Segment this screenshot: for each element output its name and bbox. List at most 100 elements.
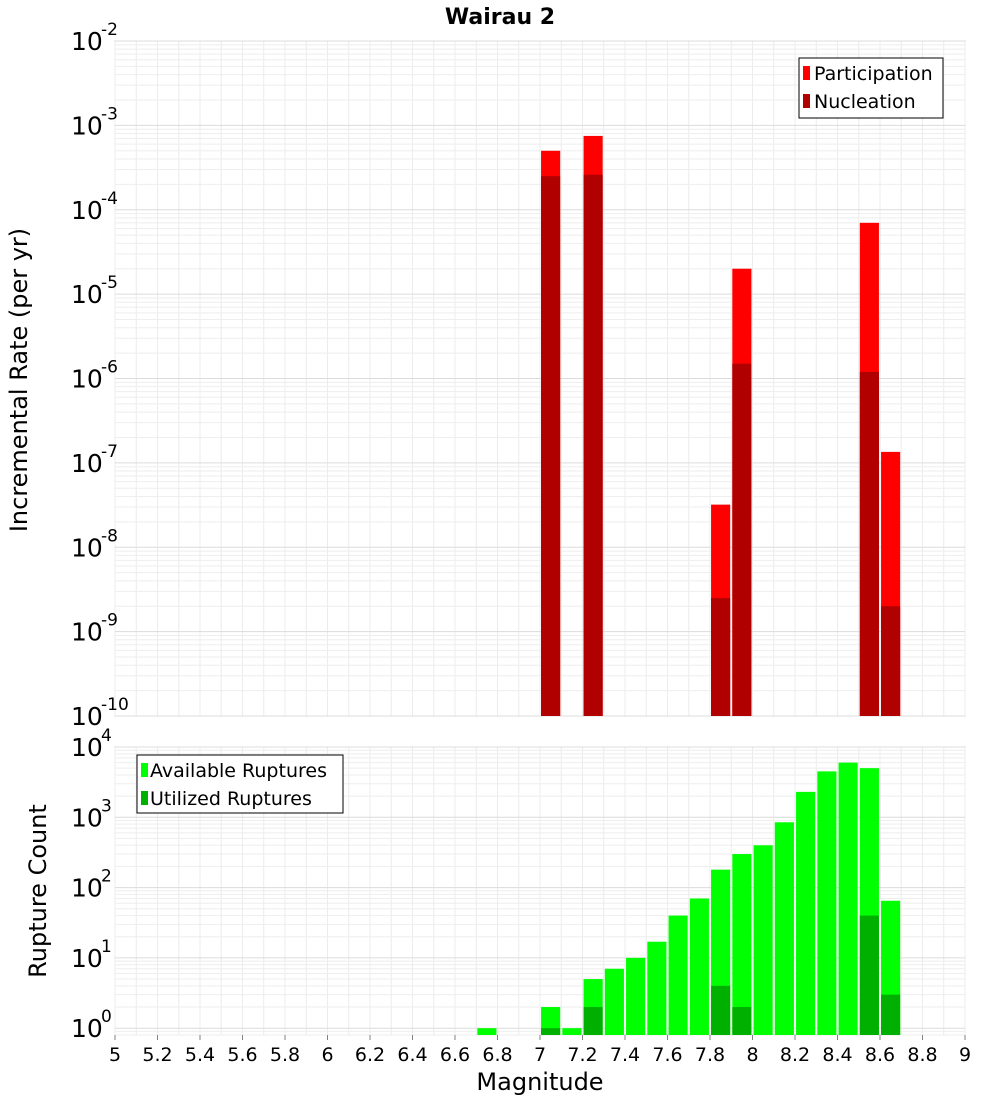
legend-label-utilized: Utilized Ruptures [150, 788, 312, 810]
rate-bar-b [859, 371, 879, 716]
rate-legend-box [798, 57, 944, 119]
x-tick-label: 7.4 [610, 1044, 640, 1066]
count-bar-a [604, 968, 624, 1035]
count-bar-a [689, 898, 709, 1035]
y-tick-label: 10 [71, 196, 103, 225]
y-tick-label: 10 [71, 944, 103, 973]
y-tick-label: 10 [71, 111, 103, 140]
y-tick-label: 10 [71, 365, 103, 394]
y-tick-exponent: 1 [101, 937, 112, 957]
y-tick-exponent: -4 [101, 189, 118, 209]
y-tick-exponent: -5 [101, 273, 118, 293]
y-tick-label: 10 [71, 874, 103, 903]
x-tick-label: 6.2 [355, 1044, 385, 1066]
count-bar-a [562, 1028, 582, 1035]
rate-bars [541, 135, 901, 717]
x-tick-label: 8.4 [822, 1044, 852, 1066]
legend-label-participation: Participation [814, 63, 933, 85]
count-bars [477, 762, 901, 1035]
rate-bar-b [732, 363, 752, 716]
y-tick-exponent: 4 [101, 726, 112, 746]
rate-legend: Participation Nucleation [798, 57, 944, 119]
x-tick-label: 7.2 [567, 1044, 597, 1066]
count-y-axis-label: Rupture Count [24, 804, 52, 978]
rate-panel: 10-210-310-410-510-610-710-810-910-10 In… [5, 20, 966, 731]
rate-bar-b [881, 606, 901, 716]
count-bar-a [626, 957, 646, 1035]
x-tick-label: 7.8 [695, 1044, 725, 1066]
y-tick-label: 10 [71, 280, 103, 309]
y-tick-exponent: 2 [101, 867, 112, 887]
x-tick-label: 7.6 [652, 1044, 682, 1066]
y-tick-label: 10 [71, 1014, 103, 1043]
count-bar-b [859, 915, 879, 1035]
x-tick-label: 6.6 [440, 1044, 470, 1066]
count-bar-a [541, 1007, 561, 1035]
x-tick-label: 6.8 [482, 1044, 512, 1066]
x-tick-label: 7 [534, 1044, 546, 1066]
count-bar-a [668, 915, 688, 1035]
x-tick-label: 8.2 [780, 1044, 810, 1066]
legend-label-nucleation: Nucleation [814, 91, 916, 113]
count-bar-b [583, 1007, 603, 1035]
count-bar-a [796, 791, 816, 1035]
y-tick-exponent: -9 [101, 611, 118, 631]
count-bar-b [881, 994, 901, 1035]
y-tick-label: 10 [71, 449, 103, 478]
count-bar-b [541, 1028, 561, 1035]
legend-swatch-nucleation [803, 94, 810, 108]
count-bar-a [838, 762, 858, 1035]
y-tick-exponent: -2 [101, 20, 118, 40]
rate-grid [114, 40, 966, 717]
chart-title: Wairau 2 [445, 5, 555, 30]
count-bar-a [477, 1028, 497, 1035]
x-tick-label: 5 [109, 1044, 121, 1066]
y-tick-exponent: -8 [101, 526, 118, 546]
count-bar-a [732, 854, 752, 1035]
x-tick-label: 5.6 [227, 1044, 257, 1066]
x-tick-label: 5.2 [142, 1044, 172, 1066]
y-tick-label: 10 [71, 618, 103, 647]
rate-bar-b [711, 598, 731, 716]
x-tick-label: 8.6 [865, 1044, 895, 1066]
y-tick-exponent: 0 [101, 1007, 112, 1027]
rate-y-axis-label: Incremental Rate (per yr) [5, 228, 33, 532]
x-tick-label: 5.8 [270, 1044, 300, 1066]
x-axis-label: Magnitude [476, 1068, 603, 1096]
count-bar-a [647, 941, 667, 1035]
y-tick-label: 10 [71, 27, 103, 56]
y-tick-label: 10 [71, 533, 103, 562]
x-tick-label: 5.4 [185, 1044, 215, 1066]
y-tick-label: 10 [71, 702, 103, 731]
y-tick-exponent: -10 [101, 695, 129, 715]
rate-y-ticks: 10-210-310-410-510-610-710-810-910-10 [71, 20, 129, 731]
count-bar-b [732, 1007, 752, 1035]
rate-bar-b [541, 176, 561, 716]
x-tick-label: 8.8 [907, 1044, 937, 1066]
legend-swatch-available [141, 763, 148, 777]
count-legend: Available Ruptures Utilized Ruptures [136, 754, 344, 814]
count-bar-a [817, 771, 837, 1035]
y-tick-exponent: -6 [101, 358, 118, 378]
x-tick-label: 9 [959, 1044, 971, 1066]
x-tick-label: 6.4 [397, 1044, 427, 1066]
rate-bar-b [583, 174, 603, 716]
legend-label-available: Available Ruptures [150, 760, 327, 782]
count-bar-a [753, 845, 773, 1035]
count-bar-a [774, 822, 794, 1035]
y-tick-label: 10 [71, 803, 103, 832]
count-bar-b [711, 985, 731, 1035]
legend-swatch-participation [803, 66, 810, 80]
y-tick-exponent: 3 [101, 796, 112, 816]
count-legend-box [136, 754, 344, 814]
y-tick-exponent: -3 [101, 104, 118, 124]
legend-swatch-utilized [141, 791, 148, 805]
y-tick-label: 10 [71, 733, 103, 762]
y-tick-exponent: -7 [101, 442, 118, 462]
x-tick-label: 8 [746, 1044, 758, 1066]
x-tick-label: 6 [321, 1044, 333, 1066]
count-x-ticks: 5 5.2 5.4 5.6 5.8 6 6.2 6.4 6.6 6.8 7 7.2 7.4 7.6 7.8 8… [109, 1035, 971, 1066]
